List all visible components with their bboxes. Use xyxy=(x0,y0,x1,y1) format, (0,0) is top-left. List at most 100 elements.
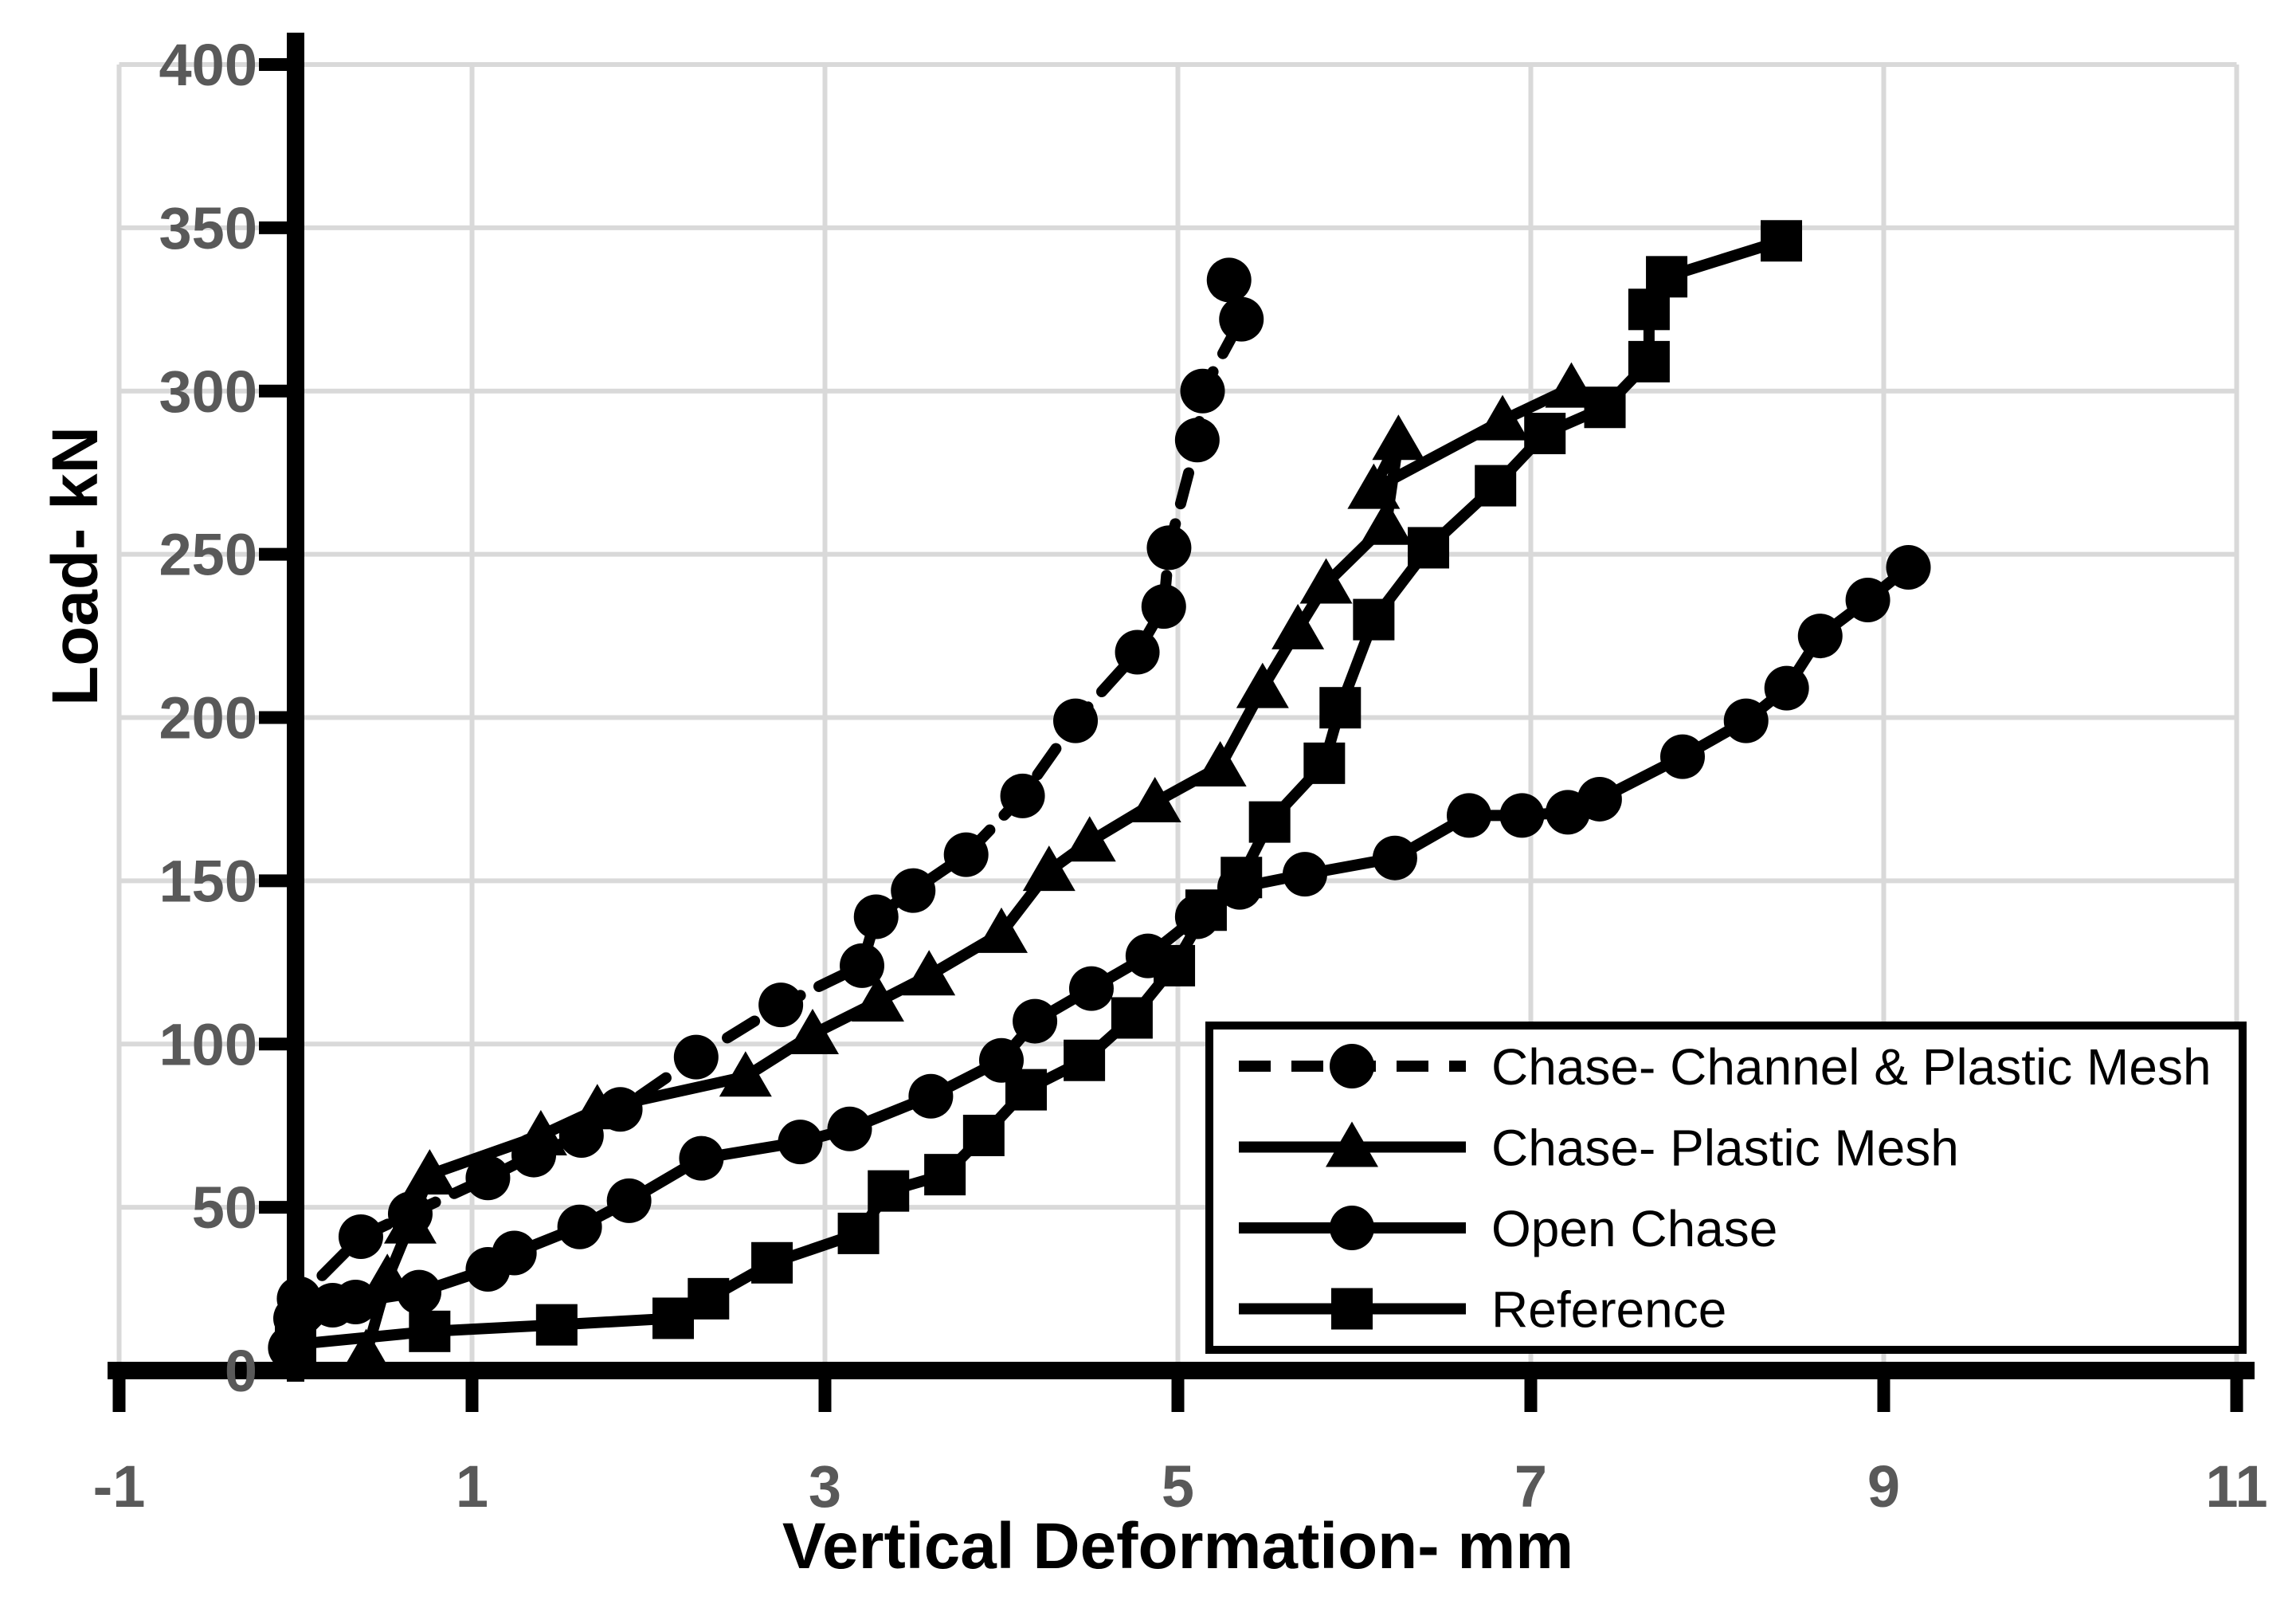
open-chase-marker xyxy=(679,1135,724,1181)
reference-marker xyxy=(1353,598,1395,641)
open-chase-marker xyxy=(1282,852,1327,897)
y-axis-ticks xyxy=(259,58,288,1214)
chase-channel-plastic-mesh-marker xyxy=(338,1214,383,1260)
chase-channel-plastic-mesh-marker xyxy=(1146,525,1192,571)
open-chase-marker xyxy=(333,1279,378,1324)
reference-marker xyxy=(535,1304,578,1346)
open-chase-marker xyxy=(1499,793,1545,838)
legend-label-chase-channel-plastic-mesh: Chase- Channel & Plastic Mesh xyxy=(1491,1038,2212,1096)
chase-channel-plastic-mesh-marker xyxy=(673,1034,719,1080)
y-tick-label: 50 xyxy=(192,1175,257,1241)
chase-channel-plastic-mesh-marker xyxy=(1174,418,1220,463)
x-tick-label: 7 xyxy=(1514,1453,1547,1520)
open-chase-marker xyxy=(1068,966,1114,1011)
legend-label-open-chase: Open Chase xyxy=(1491,1200,1777,1257)
open-chase-marker xyxy=(1659,734,1705,779)
x-tick-label: 1 xyxy=(456,1453,488,1520)
chase-plastic-mesh-marker xyxy=(383,1198,437,1244)
open-chase-marker xyxy=(908,1073,954,1119)
chase-plastic-mesh-marker xyxy=(1236,662,1289,708)
reference-marker xyxy=(1646,256,1688,298)
legend: Chase- Channel & Plastic Mesh Chase- Plas… xyxy=(1205,1022,2247,1354)
y-tick-label: 300 xyxy=(159,359,257,425)
open-chase-marker xyxy=(1845,577,1890,622)
chase-plastic-mesh-marker xyxy=(1299,558,1353,604)
chase-channel-plastic-mesh-marker xyxy=(1000,773,1045,818)
legend-label-chase-plastic-mesh: Chase- Plastic Mesh xyxy=(1491,1120,1959,1177)
reference-marker xyxy=(409,1310,451,1352)
open-chase-marker xyxy=(606,1178,652,1223)
chase-plastic-mesh-marker xyxy=(1372,414,1425,461)
chase-channel-plastic-mesh-marker xyxy=(758,982,804,1028)
reference-marker xyxy=(1248,801,1291,843)
open-chase-marker xyxy=(1446,793,1491,838)
reference-marker xyxy=(1628,340,1670,382)
y-axis-title: Load- kN xyxy=(39,426,112,706)
y-tick-label: 400 xyxy=(159,32,257,98)
reference-marker xyxy=(1584,386,1626,429)
open-chase-marker xyxy=(1372,835,1417,880)
open-chase-marker xyxy=(1797,614,1843,659)
x-tick-labels: -1 1 3 5 7 9 11 xyxy=(93,1453,2268,1520)
reference-marker xyxy=(1524,413,1566,455)
open-chase-marker xyxy=(778,1120,823,1165)
open-chase-marker xyxy=(1577,776,1622,822)
reference-marker xyxy=(1111,997,1153,1039)
chase-plastic-mesh-marker xyxy=(1128,777,1181,823)
chase-plastic-mesh-marker xyxy=(1347,463,1401,509)
chase-plastic-mesh-marker xyxy=(1022,845,1076,892)
reference-marker xyxy=(837,1212,880,1254)
legend-label-reference: Reference xyxy=(1491,1281,1726,1339)
series-reference-line xyxy=(290,235,1788,1351)
chase-channel-plastic-mesh-marker xyxy=(840,943,885,988)
x-axis-title: Vertical Deformation- mm xyxy=(782,1510,1573,1583)
open-chase-marker xyxy=(492,1230,537,1276)
reference-marker xyxy=(1154,944,1196,986)
series-chase-plastic-mesh xyxy=(339,362,1598,1375)
chase-plastic-mesh-marker xyxy=(1476,394,1530,441)
legend-marker-circle xyxy=(1330,1206,1374,1250)
open-chase-marker xyxy=(397,1269,442,1315)
legend-item-open-chase: Open Chase xyxy=(1239,1200,1777,1257)
load-deformation-figure: -1 1 3 5 7 9 11 0 50 100 150 200 250 300 350 400 Vertica… xyxy=(32,13,2296,1595)
legend-marker-square xyxy=(1331,1288,1373,1330)
legend-box xyxy=(1205,1022,2247,1354)
x-axis-ticks xyxy=(112,1379,2243,1412)
chase-plastic-mesh-marker xyxy=(975,907,1028,953)
series-reference xyxy=(275,220,1803,1366)
gridlines xyxy=(116,62,2239,1371)
y-tick-label: 0 xyxy=(225,1338,257,1404)
chase-plastic-mesh-marker xyxy=(403,1149,456,1195)
chase-plastic-mesh-marker xyxy=(786,1008,839,1054)
legend-item-chase-plastic-mesh: Chase- Plastic Mesh xyxy=(1239,1120,1959,1177)
chase-channel-plastic-mesh-marker xyxy=(1219,296,1264,342)
reference-marker xyxy=(1005,1069,1048,1111)
reference-marker xyxy=(1220,857,1263,899)
open-chase-marker xyxy=(827,1106,872,1151)
open-chase-marker xyxy=(1013,998,1058,1044)
load-deformation-chart: -1 1 3 5 7 9 11 0 50 100 150 200 250 300 350 400 Vertica… xyxy=(32,13,2296,1595)
legend-marker-circle xyxy=(1330,1044,1374,1088)
chase-channel-plastic-mesh-marker xyxy=(1206,257,1252,303)
series-chase-channel-plastic-mesh-line xyxy=(290,274,1248,1324)
open-chase-marker xyxy=(1886,545,1931,590)
chase-plastic-mesh-marker xyxy=(514,1109,567,1155)
chase-plastic-mesh-marker xyxy=(1271,603,1325,649)
legend-item-chase-channel-plastic-mesh: Chase- Channel & Plastic Mesh xyxy=(1239,1038,2212,1096)
chase-channel-plastic-mesh-marker xyxy=(1053,698,1099,743)
x-tick-label: 5 xyxy=(1162,1453,1194,1520)
reference-marker xyxy=(1761,220,1803,262)
y-tick-label: 150 xyxy=(159,848,257,914)
reference-marker xyxy=(1475,465,1517,507)
chase-plastic-mesh-marker xyxy=(719,1051,772,1097)
x-tick-label: 3 xyxy=(809,1453,841,1520)
reference-marker xyxy=(751,1241,793,1284)
y-tick-label: 100 xyxy=(159,1011,257,1077)
chase-channel-plastic-mesh-marker xyxy=(1141,584,1186,629)
y-tick-label: 250 xyxy=(159,522,257,588)
chase-channel-plastic-mesh-marker xyxy=(853,894,899,939)
x-tick-label: 9 xyxy=(1867,1453,1900,1520)
x-tick-label: 11 xyxy=(2205,1453,2267,1520)
reference-marker xyxy=(1185,889,1227,931)
y-tick-label: 350 xyxy=(159,195,257,261)
